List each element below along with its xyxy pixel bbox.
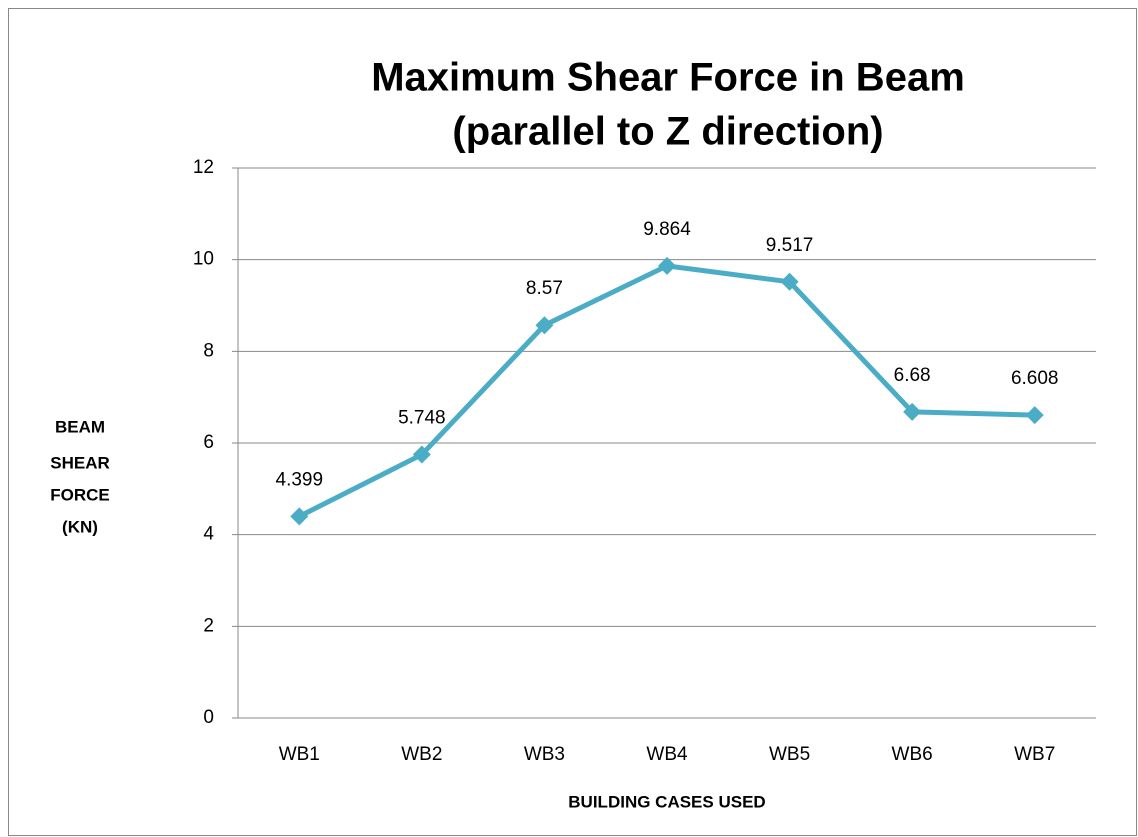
x-tick-label: WB1 bbox=[279, 744, 320, 765]
x-tick-label: WB7 bbox=[1014, 744, 1055, 765]
data-point bbox=[903, 402, 922, 421]
data-point bbox=[1025, 406, 1044, 425]
x-tick-label: WB2 bbox=[401, 744, 442, 765]
y-tick-label: 12 bbox=[193, 157, 214, 178]
data-label: 5.748 bbox=[398, 408, 446, 429]
y-tick-label: 6 bbox=[203, 432, 214, 453]
data-point bbox=[780, 272, 799, 291]
y-axis-label: FORCE bbox=[50, 485, 110, 504]
y-tick-label: 0 bbox=[203, 707, 214, 728]
data-label: 9.864 bbox=[643, 219, 691, 240]
chart-title: Maximum Shear Force in Beam bbox=[371, 56, 965, 100]
data-label: 9.517 bbox=[766, 235, 814, 256]
data-label: 4.399 bbox=[276, 469, 324, 490]
x-axis-label: BUILDING CASES USED bbox=[568, 792, 765, 811]
data-label: 8.57 bbox=[526, 278, 563, 299]
data-point bbox=[290, 507, 309, 526]
x-tick-label: WB4 bbox=[646, 744, 688, 765]
y-axis-label: (KN) bbox=[62, 517, 98, 536]
data-point bbox=[412, 445, 431, 464]
x-tick-label: WB3 bbox=[524, 744, 565, 765]
data-point bbox=[535, 316, 554, 335]
data-point bbox=[658, 256, 676, 275]
y-axis-label: BEAM bbox=[55, 417, 105, 436]
y-axis-label: SHEAR bbox=[50, 453, 110, 472]
chart-title: (parallel to Z direction) bbox=[452, 110, 883, 154]
y-tick-label: 4 bbox=[203, 524, 214, 545]
data-label: 6.608 bbox=[1011, 368, 1059, 389]
y-tick-label: 2 bbox=[203, 615, 214, 636]
chart-frame bbox=[8, 8, 1137, 836]
x-tick-label: WB5 bbox=[769, 744, 810, 765]
y-tick-label: 8 bbox=[203, 340, 214, 361]
x-tick-label: WB6 bbox=[892, 744, 933, 765]
y-tick-label: 10 bbox=[193, 249, 214, 270]
data-label: 6.68 bbox=[894, 365, 931, 386]
